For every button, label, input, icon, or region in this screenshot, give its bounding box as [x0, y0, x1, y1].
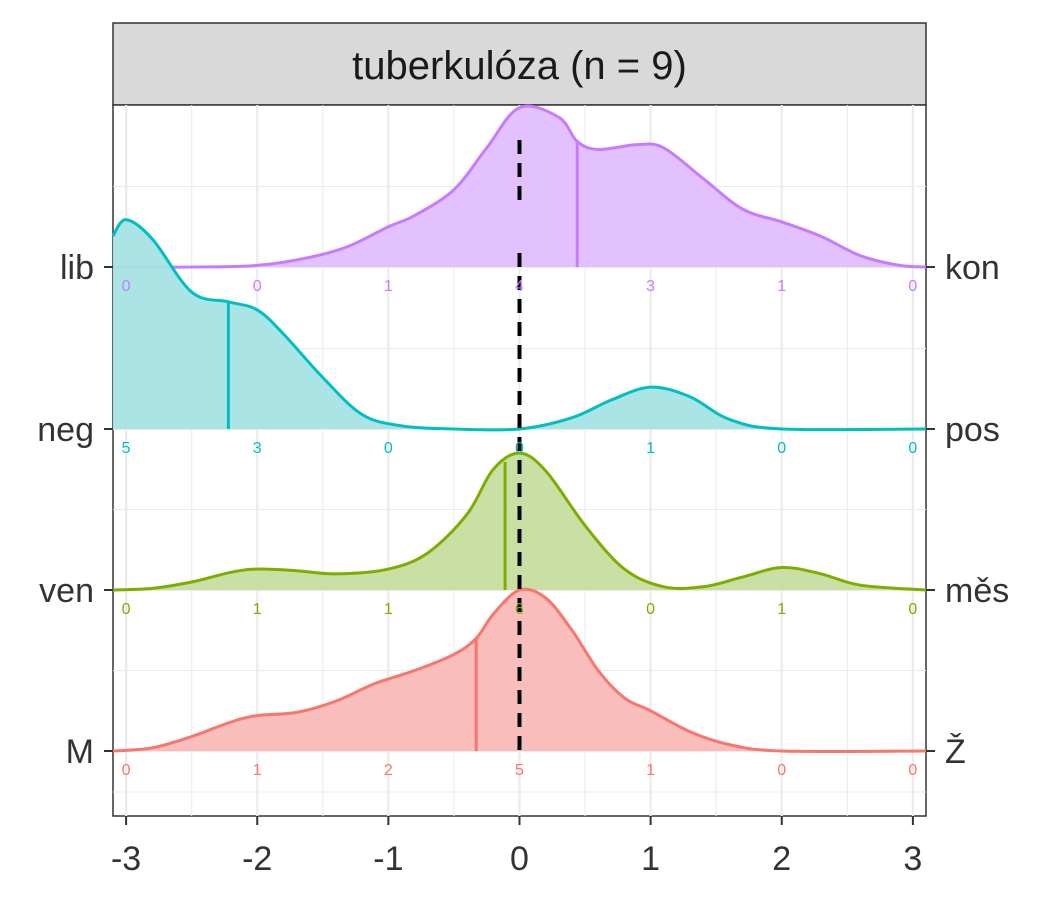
- count-labels: 0 0 1 4 3 1 0 5 3 0 0 1 0 0 0 1 1 6 0 1 0 0 1 2 5 1 0 0: [122, 278, 918, 779]
- count-label: 5: [515, 762, 524, 779]
- x-tick-label: 2: [772, 840, 791, 878]
- y-label-right: kon: [945, 249, 1000, 287]
- count-label: 0: [253, 278, 262, 295]
- count-label: 2: [384, 762, 393, 779]
- x-tick-label: -3: [111, 840, 141, 878]
- x-tick-label: -2: [242, 840, 272, 878]
- count-label: 1: [253, 762, 262, 779]
- count-label: 0: [908, 601, 917, 618]
- count-label: 0: [515, 440, 524, 457]
- count-label: 1: [253, 601, 262, 618]
- count-label: 1: [777, 278, 786, 295]
- ridge-ven: [112, 451, 927, 592]
- count-label: 0: [908, 440, 917, 457]
- ridge-line: [112, 587, 927, 753]
- y-label-left: neg: [37, 411, 94, 449]
- count-label: 0: [777, 440, 786, 457]
- y-label-left: M: [66, 733, 94, 771]
- count-label: 0: [122, 278, 131, 295]
- chart-title: tuberkulóza (n = 9): [352, 44, 687, 88]
- count-label: 0: [908, 762, 917, 779]
- count-label: 6: [515, 601, 524, 618]
- axes: lib kon neg pos ven měs M Ž -3 -2 -1 0 1 2 3: [37, 249, 1009, 878]
- count-label: 0: [122, 762, 131, 779]
- count-label: 0: [122, 601, 131, 618]
- y-label-right: měs: [945, 572, 1009, 610]
- count-label: 3: [646, 278, 655, 295]
- x-tick-label: 1: [641, 840, 660, 878]
- count-label: 1: [646, 440, 655, 457]
- y-label-right: pos: [945, 411, 1000, 449]
- ridge-line: [111, 218, 927, 432]
- count-label: 0: [646, 601, 655, 618]
- count-label: 5: [122, 440, 131, 457]
- ridge-line: [112, 104, 927, 269]
- count-label: 3: [253, 440, 262, 457]
- count-label: 1: [777, 601, 786, 618]
- y-label-left: lib: [60, 249, 94, 287]
- count-label: 4: [515, 278, 524, 295]
- ridge-fill: [113, 453, 926, 590]
- ridge-line: [112, 451, 927, 592]
- count-label: 0: [908, 278, 917, 295]
- x-tick-label: 3: [903, 840, 922, 878]
- count-label: 1: [384, 278, 393, 295]
- y-label-left: ven: [39, 572, 94, 610]
- x-tick-label: -1: [373, 840, 403, 878]
- count-label: 1: [384, 601, 393, 618]
- count-label: 1: [646, 762, 655, 779]
- count-label: 0: [384, 440, 393, 457]
- x-tick-label: 0: [510, 840, 529, 878]
- ridge-neg: [111, 218, 927, 432]
- ridge-fill: [113, 219, 926, 430]
- count-label: 0: [777, 762, 786, 779]
- strip-background: [112, 22, 927, 106]
- y-label-right: Ž: [945, 733, 966, 771]
